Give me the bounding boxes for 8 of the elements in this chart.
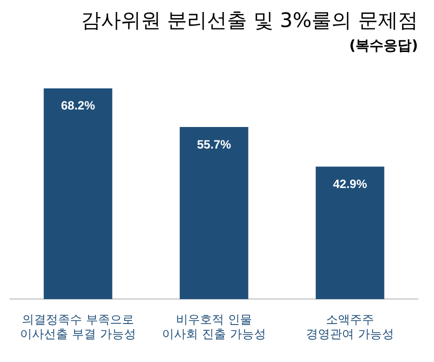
x-tick-label: 의결정족수 부족으로 이사선출 부결 가능성: [20, 312, 136, 341]
x-tick-label: 비우호적 인물 이사회 진출 가능성: [162, 312, 266, 341]
data-label: 55.7%: [196, 137, 232, 152]
x-tick-label: 소액주주 경영관여 가능성: [306, 312, 394, 341]
data-label: 42.9%: [332, 176, 368, 191]
data-label: 68.2%: [60, 98, 96, 113]
chart-subtitle: (복수응답): [349, 38, 418, 54]
chart-title: 감사위원 분리선출 및 3%룰의 문제점: [80, 8, 418, 32]
